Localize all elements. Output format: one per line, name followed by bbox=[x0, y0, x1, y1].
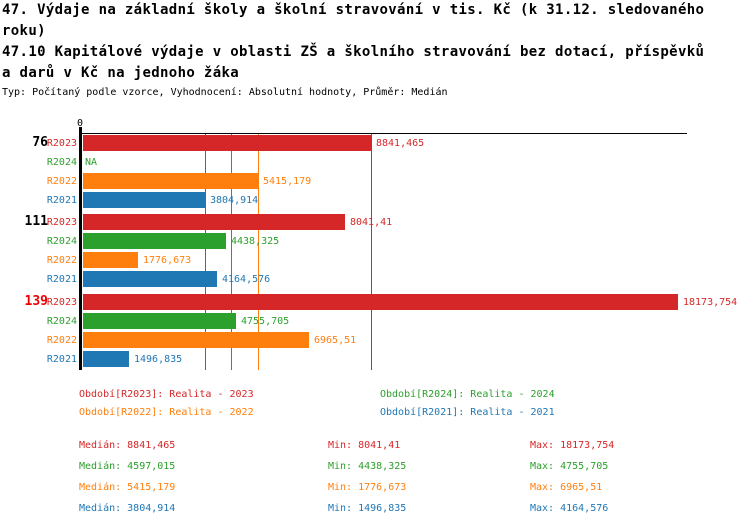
stat-max-R2022: Max: 6965,51 bbox=[530, 482, 603, 493]
bar-111-R2024 bbox=[83, 233, 226, 249]
series-label-R2024: R2024 bbox=[46, 157, 77, 168]
bar-139-R2022 bbox=[83, 332, 309, 348]
series-label-R2024: R2024 bbox=[46, 236, 77, 247]
bar-76-R2022 bbox=[83, 173, 258, 189]
group-label-76: 76 bbox=[32, 135, 48, 150]
legend-item-R2022: Období[R2022]: Realita - 2022 bbox=[79, 407, 254, 418]
median-gridline-R2023 bbox=[371, 134, 372, 370]
report-title-line-3: 47.10 Kapitálové výdaje v oblasti ZŠ a š… bbox=[2, 44, 705, 60]
median-gridline-R2024 bbox=[231, 134, 232, 370]
bar-value-139-R2021: 1496,835 bbox=[134, 354, 183, 365]
bar-value-111-R2024: 4438,325 bbox=[231, 236, 280, 247]
series-label-R2023: R2023 bbox=[46, 297, 77, 308]
series-label-R2023: R2023 bbox=[46, 138, 77, 149]
legend-item-R2024: Období[R2024]: Realita - 2024 bbox=[380, 389, 555, 400]
bar-111-R2021 bbox=[83, 271, 217, 287]
x-axis-zero-tick-label: 0 bbox=[76, 118, 84, 129]
group-label-139: 139 bbox=[24, 294, 48, 309]
bar-value-111-R2022: 1776,673 bbox=[143, 255, 192, 266]
bar-value-76-R2022: 5415,179 bbox=[263, 176, 312, 187]
bar-value-76-R2021: 3804,914 bbox=[210, 195, 259, 206]
stat-min-R2024: Min: 4438,325 bbox=[328, 461, 407, 472]
stat-min-R2021: Min: 1496,835 bbox=[328, 503, 407, 514]
bar-139-R2021 bbox=[83, 351, 129, 367]
bar-76-R2023 bbox=[83, 135, 371, 151]
series-label-R2021: R2021 bbox=[46, 354, 77, 365]
series-label-R2024: R2024 bbox=[46, 316, 77, 327]
bar-value-111-R2023: 8041,41 bbox=[350, 217, 393, 228]
bar-76-R2021 bbox=[83, 192, 205, 208]
legend-item-R2023: Období[R2023]: Realita - 2023 bbox=[79, 389, 254, 400]
bar-111-R2023 bbox=[83, 214, 345, 230]
group-label-111: 111 bbox=[24, 214, 48, 229]
stat-median-R2023: Medián: 8841,465 bbox=[79, 440, 176, 451]
stat-median-R2022: Medián: 5415,179 bbox=[79, 482, 176, 493]
series-label-R2021: R2021 bbox=[46, 274, 77, 285]
report-title-line-1: 47. Výdaje na základní školy a školní st… bbox=[2, 2, 705, 18]
series-label-R2023: R2023 bbox=[46, 217, 77, 228]
report-title-line-4: a darů v Kč na jednoho žáka bbox=[2, 65, 240, 81]
bar-value-139-R2024: 4755,705 bbox=[241, 316, 290, 327]
stat-max-R2024: Max: 4755,705 bbox=[530, 461, 609, 472]
median-gridline-R2021 bbox=[205, 134, 206, 370]
bar-value-76-R2024: NA bbox=[85, 157, 98, 168]
report-title-line-2: roku) bbox=[2, 23, 46, 39]
stat-median-R2021: Medián: 3804,914 bbox=[79, 503, 176, 514]
bar-value-76-R2023: 8841,465 bbox=[376, 138, 425, 149]
bar-value-111-R2021: 4164,576 bbox=[222, 274, 271, 285]
stat-min-R2023: Min: 8041,41 bbox=[328, 440, 401, 451]
series-label-R2022: R2022 bbox=[46, 335, 77, 346]
median-gridline-R2022 bbox=[258, 134, 259, 370]
y-axis-line bbox=[79, 127, 82, 370]
bar-139-R2024 bbox=[83, 313, 236, 329]
series-label-R2022: R2022 bbox=[46, 176, 77, 187]
stat-max-R2021: Max: 4164,576 bbox=[530, 503, 609, 514]
x-axis-line bbox=[79, 133, 687, 134]
bar-111-R2022 bbox=[83, 252, 138, 268]
series-label-R2022: R2022 bbox=[46, 255, 77, 266]
stat-min-R2022: Min: 1776,673 bbox=[328, 482, 407, 493]
bar-139-R2023 bbox=[83, 294, 678, 310]
series-label-R2021: R2021 bbox=[46, 195, 77, 206]
bar-value-139-R2022: 6965,51 bbox=[314, 335, 357, 346]
stat-median-R2024: Medián: 4597,015 bbox=[79, 461, 176, 472]
report-meta-line: Typ: Počítaný podle vzorce, Vyhodnocení:… bbox=[2, 87, 448, 98]
bar-value-139-R2023: 18173,754 bbox=[683, 297, 738, 308]
legend-item-R2021: Období[R2021]: Realita - 2021 bbox=[380, 407, 555, 418]
stat-max-R2023: Max: 18173,754 bbox=[530, 440, 615, 451]
